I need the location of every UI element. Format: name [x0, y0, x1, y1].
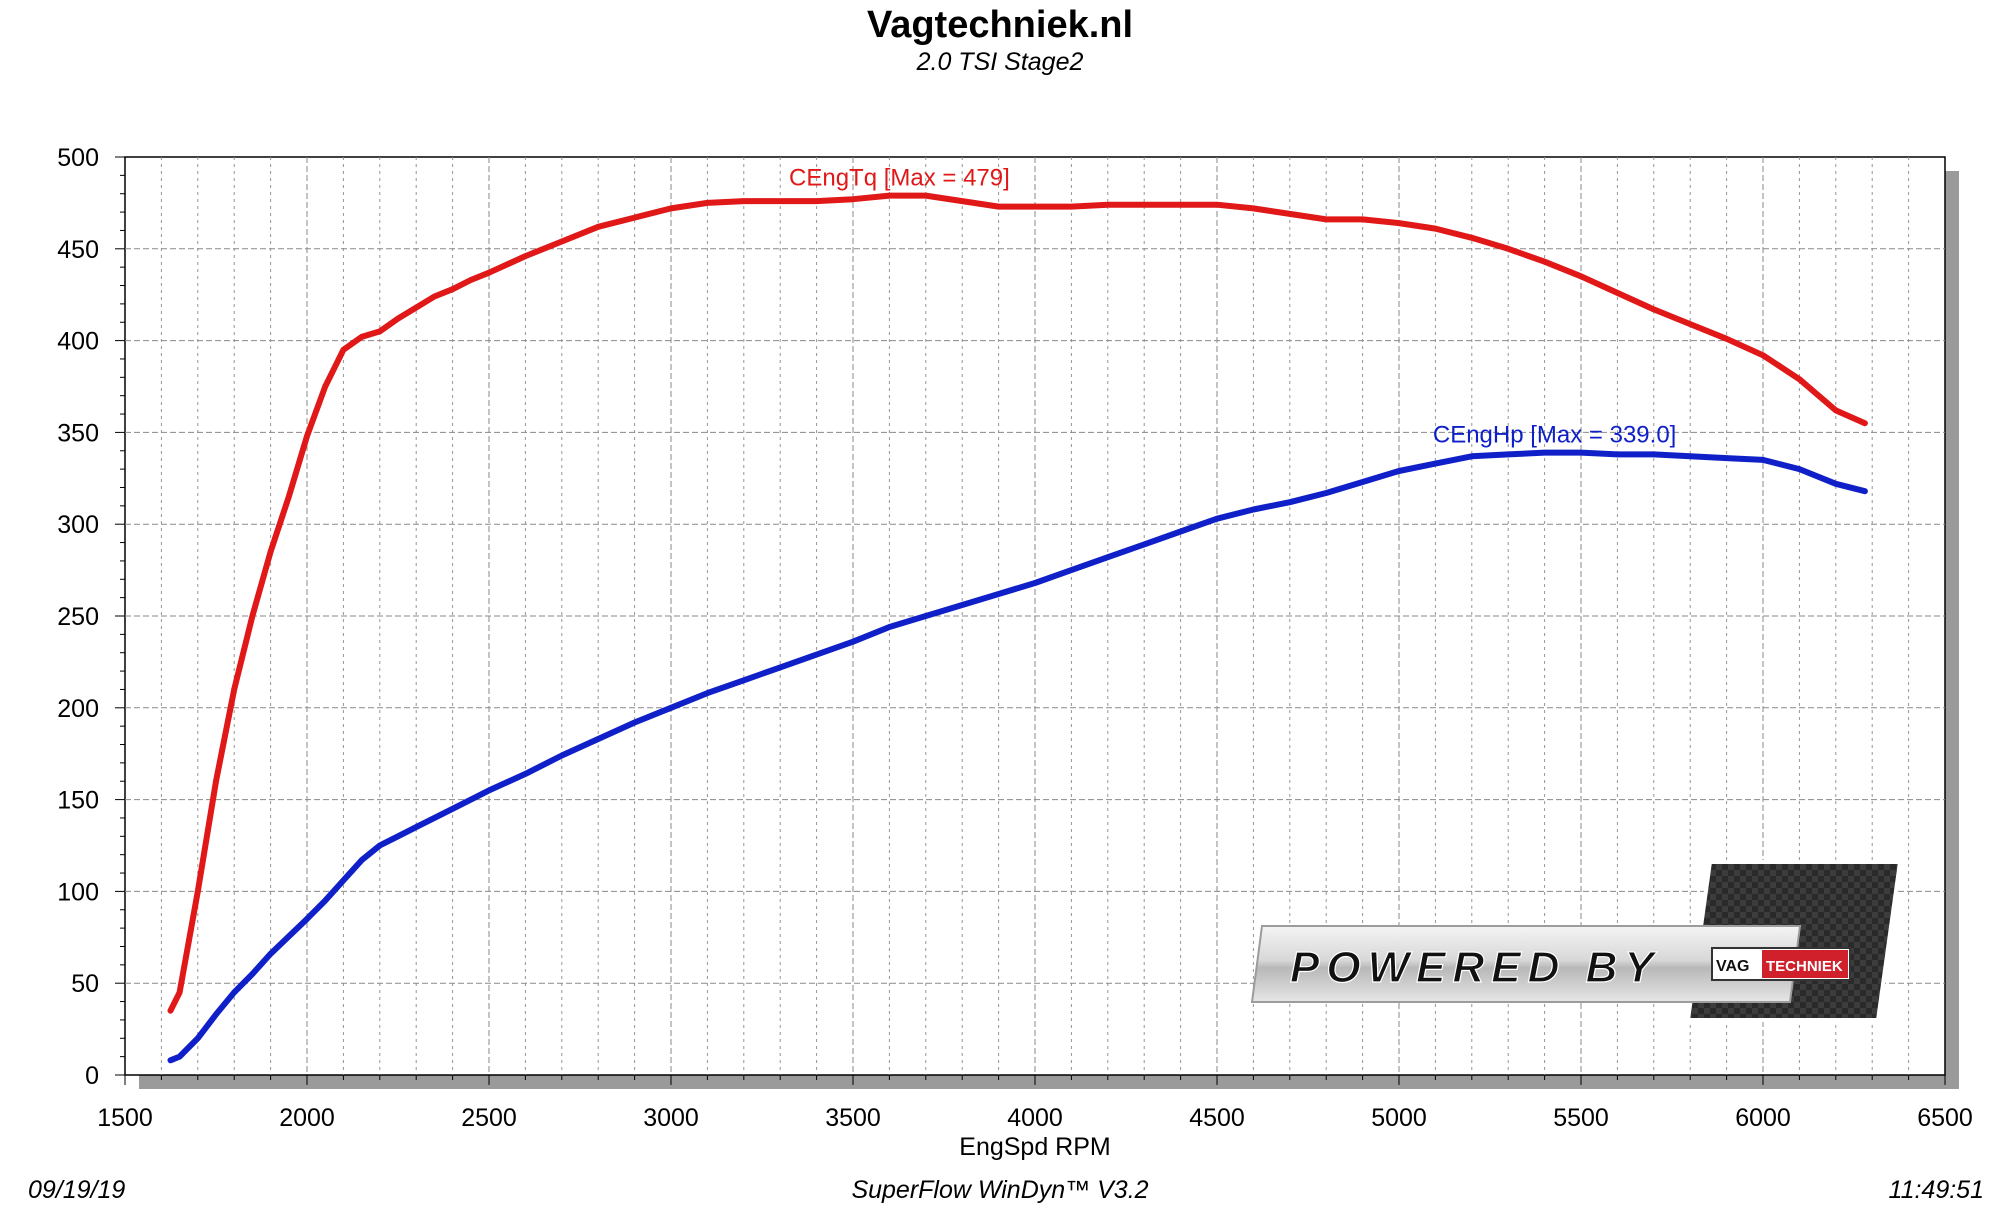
logo-badge-techniek: TECHNIEK [1766, 958, 1843, 975]
x-tick-label: 5500 [1553, 1104, 1609, 1132]
logo-plate [1250, 925, 1802, 1003]
axis-ticks: 0 50 100 150 200 250 300 350 400 450 500 1500 2000 25… [57, 144, 1973, 1132]
y-tick-label: 450 [57, 236, 99, 264]
footer-time: 11:49:51 [1888, 1176, 1984, 1204]
series-line-cengtq [167, 192, 1868, 1014]
y-tick-label: 350 [57, 419, 99, 447]
y-tick-label: 250 [57, 603, 99, 631]
y-tick-label: 500 [57, 144, 99, 172]
y-tick-label: 150 [57, 787, 99, 815]
y-tick-label: 300 [57, 511, 99, 539]
x-tick-label: 1500 [97, 1104, 153, 1132]
x-axis-title: EngSpd RPM [959, 1133, 1110, 1161]
y-tick-label: 50 [71, 970, 99, 998]
series-layer: CEngTq [Max = 479] CEngHp [Max = 339.0] [167, 165, 1868, 1064]
powered-by-logo: POWERED BY VAG TECHNIEK [1250, 860, 1903, 1022]
x-tick-label: 2500 [461, 1104, 517, 1132]
logo-powered-by-text: POWERED BY [1290, 943, 1661, 992]
x-tick-label: 6000 [1735, 1104, 1791, 1132]
y-tick-label: 400 [57, 328, 99, 356]
y-tick-label: 200 [57, 695, 99, 723]
chart-subtitle: 2.0 TSI Stage2 [916, 48, 1084, 76]
x-tick-label: 4500 [1189, 1104, 1245, 1132]
x-tick-label: 3500 [825, 1104, 881, 1132]
y-tick-label: 100 [57, 878, 99, 906]
x-tick-label: 2000 [279, 1104, 335, 1132]
x-tick-label: 3000 [643, 1104, 699, 1132]
series-line-cenghp [167, 449, 1868, 1064]
series-label-cenghp: CEngHp [Max = 339.0] [1433, 422, 1676, 449]
chart-title: Vagtechniek.nl [866, 4, 1134, 46]
series-label-cengtq: CEngTq [Max = 479] [789, 165, 1010, 192]
x-tick-label: 5000 [1371, 1104, 1427, 1132]
x-tick-label: 6500 [1917, 1104, 1973, 1132]
grid-lines [125, 157, 1945, 1075]
logo-badge-red [1762, 950, 1848, 978]
footer-date: 09/19/19 [28, 1176, 126, 1204]
x-tick-label: 4000 [1007, 1104, 1063, 1132]
logo-badge-vag: VAG [1716, 958, 1749, 975]
footer-software: SuperFlow WinDyn™ V3.2 [851, 1176, 1149, 1204]
y-tick-label: 0 [85, 1062, 99, 1090]
